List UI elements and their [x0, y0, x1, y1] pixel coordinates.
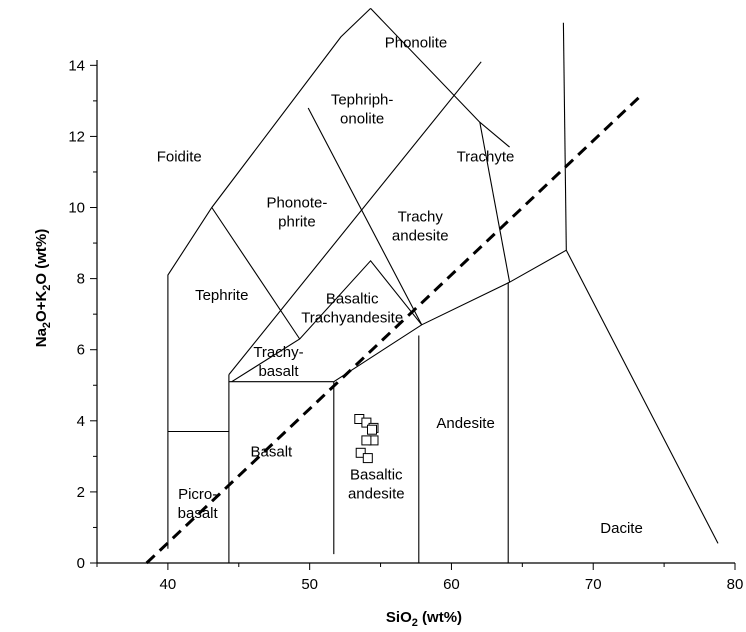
field-label-line: Basaltic	[326, 290, 379, 307]
field-label-line: Basaltic	[350, 466, 403, 483]
x-tick-label: 50	[301, 576, 318, 593]
field-label-line: Trachy	[398, 209, 444, 226]
y-tick-label: 0	[77, 555, 85, 572]
boundary-line-3	[228, 61, 482, 375]
boundary-line-2	[370, 8, 510, 148]
sample-point	[361, 435, 372, 446]
alkaline-subalkaline-divider	[145, 92, 644, 565]
boundary-line-7	[479, 122, 511, 283]
boundary-line-15	[562, 22, 567, 251]
sample-points	[354, 414, 379, 464]
boundary-line-16	[565, 249, 719, 544]
sample-point	[367, 424, 377, 435]
field-label-trachyte: Trachyte	[457, 148, 515, 165]
y-tick-label: 12	[68, 128, 85, 145]
y-axis-title-part: 2	[41, 285, 53, 291]
y-tick-label: 4	[77, 413, 85, 430]
boundary-line-4	[307, 107, 423, 326]
boundary-line-12	[333, 249, 567, 383]
boundary-line-6	[231, 259, 423, 383]
y-tick-label: 6	[77, 342, 85, 359]
y-axis-title-part: O (wt%)	[33, 229, 50, 285]
field-label-phonolite: Phonolite	[385, 35, 448, 52]
field-label-line: Phonote-	[266, 195, 327, 212]
field-label-line: onolite	[340, 110, 384, 127]
sample-point	[362, 453, 373, 464]
x-axis-title: SiO2 (wt%)	[386, 609, 462, 629]
divider-line	[145, 92, 644, 565]
x-tick-label: 80	[727, 576, 744, 593]
field-label-tephriphonolite: Tephriph-onolite	[331, 91, 394, 127]
y-axis-title-part: O+K	[33, 291, 50, 322]
field-label-andesite: Andesite	[436, 415, 494, 432]
y-tick-label: 2	[77, 484, 85, 501]
y-tick-label: 10	[68, 200, 85, 217]
x-tick-label: 60	[443, 576, 460, 593]
field-label-line: Andesite	[436, 415, 494, 432]
field-label-line: Basalt	[251, 443, 294, 460]
field-label-phonotephrite: Phonote-phrite	[266, 195, 327, 231]
field-label-line: Picro-	[178, 486, 217, 503]
field-label-basaltic-andesite: Basaltic andesite	[348, 466, 405, 502]
field-labels: Foidite Phonolite Tephriph-onolite Trachyte…	[157, 35, 643, 537]
axes: 40 50 60 70 80 0 2 4 6 8 10 12 14	[68, 57, 743, 593]
field-label-line: andesite	[348, 485, 405, 502]
field-label-tephrite: Tephrite	[195, 287, 248, 304]
y-axis-title: Na2O+K2O (wt%)	[33, 229, 53, 348]
field-label-basaltic-trachyandesite: Basaltic Trachyandesite	[301, 290, 403, 326]
field-label-line: phrite	[278, 214, 316, 231]
field-label-line: Dacite	[600, 520, 643, 537]
field-label-line: Trachy-	[253, 344, 303, 361]
y-axis-title-part: Na	[33, 327, 50, 347]
field-label-line: Phonolite	[385, 35, 448, 52]
y-tick-label: 8	[77, 271, 85, 288]
field-label-basalt: Basalt	[251, 443, 294, 460]
field-label-line: basalt	[258, 363, 299, 380]
boundary-line-5	[211, 207, 301, 340]
x-tick-label: 40	[160, 576, 177, 593]
field-label-line: andesite	[392, 228, 449, 245]
field-label-picrobasalt: Picro-basalt	[178, 486, 219, 522]
field-label-trachyandesite: Trachy andesite	[392, 209, 449, 245]
x-tick-label: 70	[585, 576, 602, 593]
sample-point	[355, 447, 366, 458]
field-label-dacite: Dacite	[600, 520, 643, 537]
field-label-line: Trachyte	[457, 148, 515, 165]
field-label-line: basalt	[178, 505, 219, 522]
field-label-line: Tephriph-	[331, 91, 394, 108]
sample-point	[361, 417, 372, 428]
field-boundaries	[167, 8, 719, 563]
boundary-line-1	[167, 8, 371, 549]
y-tick-label: 14	[68, 57, 85, 74]
field-label-line: Tephrite	[195, 287, 248, 304]
field-label-trachybasalt: Trachy-basalt	[253, 344, 303, 380]
y-axis-title-part: 2	[41, 322, 53, 328]
field-label-foidite: Foidite	[157, 148, 202, 165]
field-label-line: Trachyandesite	[301, 309, 403, 326]
field-label-line: Foidite	[157, 148, 202, 165]
